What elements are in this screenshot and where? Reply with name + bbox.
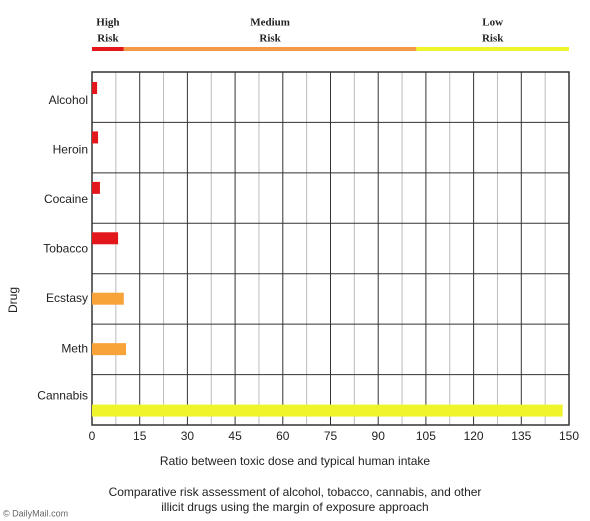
caption: illicit drugs using the margin of exposu… — [161, 500, 428, 514]
risk-label: Medium — [250, 17, 290, 29]
x-tick-label: 90 — [372, 429, 386, 443]
caption: Comparative risk assessment of alcohol, … — [109, 485, 482, 499]
x-axis-label: Ratio between toxic dose and typical hum… — [160, 454, 430, 468]
y-tick-label: Alcohol — [49, 93, 88, 107]
risk-label: High — [96, 17, 119, 29]
x-tick-label: 0 — [89, 429, 96, 443]
bar — [92, 232, 119, 245]
risk-label: Risk — [482, 33, 504, 45]
x-tick-label: 135 — [511, 429, 531, 443]
y-tick-label: Tobacco — [43, 241, 88, 255]
bar — [92, 404, 563, 417]
x-tick-label: 60 — [276, 429, 290, 443]
risk-label: Risk — [259, 33, 281, 45]
plot-border — [91, 71, 570, 426]
bar — [92, 131, 99, 144]
x-tick-label: 105 — [416, 429, 436, 443]
x-tick-label: 30 — [181, 429, 195, 443]
risk-label: Low — [482, 17, 503, 29]
y-tick-label: Cocaine — [44, 192, 88, 206]
x-tick-label: 120 — [464, 429, 484, 443]
y-tick-label: Cannabis — [37, 389, 88, 403]
y-tick-label: Ecstasy — [46, 291, 88, 305]
bar — [92, 181, 100, 194]
bar — [92, 82, 98, 94]
source: © DailyMail.com — [3, 508, 68, 518]
x-tick-label: 75 — [324, 429, 338, 443]
bar — [92, 343, 127, 356]
x-tick-label: 45 — [228, 429, 242, 443]
y-axis-label: Drug — [6, 287, 20, 313]
bar — [92, 292, 124, 305]
y-tick-label: Meth — [61, 341, 88, 355]
x-tick-label: 15 — [133, 429, 147, 443]
risk-label: Risk — [97, 33, 119, 45]
x-tick-label: 150 — [559, 429, 579, 443]
y-tick-label: Heroin — [53, 143, 88, 157]
